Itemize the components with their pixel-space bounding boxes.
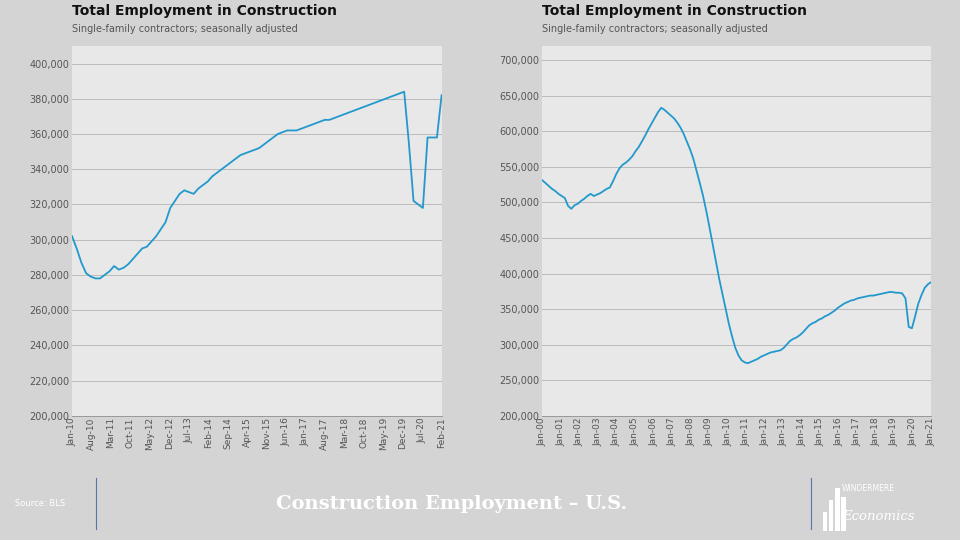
Text: Economics: Economics: [842, 510, 915, 523]
Text: Total Employment in Construction: Total Employment in Construction: [542, 4, 807, 18]
Bar: [841, 497, 846, 531]
Bar: [823, 512, 827, 531]
Text: Construction Employment – U.S.: Construction Employment – U.S.: [276, 495, 627, 512]
Text: WINDERMERE: WINDERMERE: [842, 484, 895, 494]
Text: Total Employment in Construction: Total Employment in Construction: [72, 4, 337, 18]
Text: Single-family contractors; seasonally adjusted: Single-family contractors; seasonally ad…: [542, 24, 768, 34]
Text: Single-family contractors; seasonally adjusted: Single-family contractors; seasonally ad…: [72, 24, 298, 34]
Bar: [828, 500, 833, 531]
Bar: [835, 488, 839, 531]
Text: Source: BLS: Source: BLS: [15, 499, 65, 508]
